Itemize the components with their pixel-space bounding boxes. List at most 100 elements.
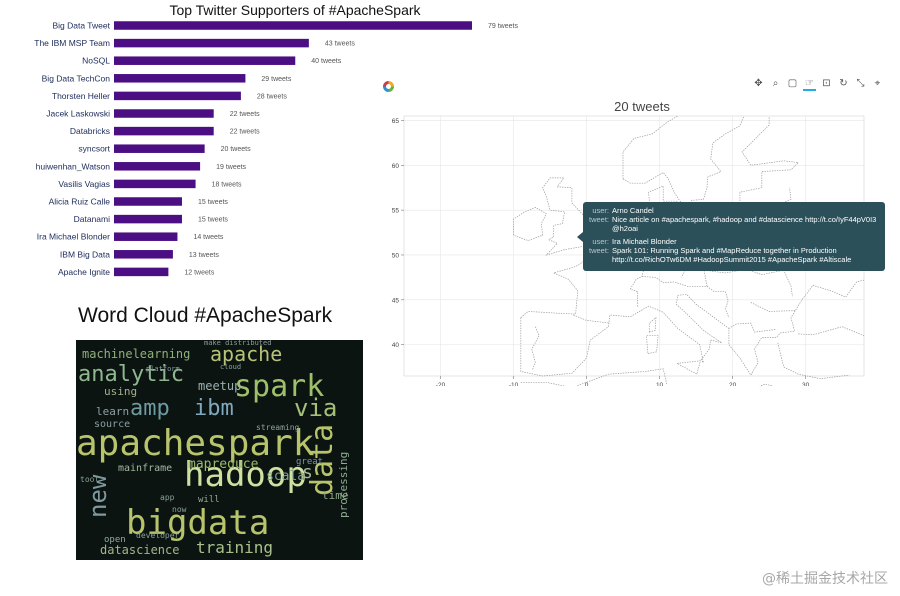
value-label: 79 tweets (488, 23, 518, 30)
coastline (777, 342, 850, 380)
value-label: 22 tweets (230, 111, 260, 118)
value-label: 22 tweets (230, 129, 260, 136)
coastline (520, 368, 668, 386)
value-label: 18 tweets (212, 181, 242, 188)
category-label: Alicia Ruiz Calle (49, 197, 111, 207)
x-tick-label: -10 (509, 382, 519, 386)
bar (114, 21, 472, 30)
category-label: Ira Michael Blonder (37, 232, 110, 242)
x-tick-label: 20 (729, 382, 737, 386)
value-label: 15 tweets (198, 217, 228, 224)
wordcloud-word: datascience (100, 543, 180, 557)
tooltip-tweet-key: tweet: (589, 215, 610, 224)
category-label: The IBM MSP Team (34, 38, 110, 48)
wordcloud-word: learn (96, 405, 130, 418)
country-border (641, 247, 763, 287)
tooltip-tweet: Nice article on #apachespark, #hadoop an… (612, 215, 877, 233)
wordcloud-word: scala (266, 469, 306, 484)
save-icon[interactable]: ⊡ (822, 78, 831, 89)
tap-icon[interactable]: ☞ (803, 77, 816, 91)
wordcloud-word: now (172, 505, 187, 514)
wordcloud-title: Word Cloud #ApacheSpark (78, 304, 333, 327)
category-label: Datanami (74, 214, 110, 224)
tooltip-user-key: user: (592, 206, 609, 215)
category-label: Big Data Tweet (53, 21, 111, 31)
bar (114, 109, 214, 118)
wordcloud-word: hadoop (184, 455, 307, 495)
value-label: 43 tweets (325, 41, 355, 48)
category-label: IBM Big Data (60, 249, 110, 259)
value-label: 14 tweets (193, 234, 223, 241)
country-border (728, 322, 777, 333)
tooltip-tweet-key: tweet: (589, 246, 610, 255)
wordcloud-word: time (322, 489, 349, 502)
map-title: 20 tweets (614, 99, 670, 114)
box-zoom-icon[interactable]: ▢ (787, 78, 798, 89)
y-tick-label: 55 (392, 208, 400, 215)
category-label: Big Data TechCon (42, 73, 111, 83)
tooltip-tweet: Spark 101: Running Spark and #MapReduce … (612, 246, 852, 264)
category-label: Vasilis Vagias (58, 179, 110, 189)
zoom-icon[interactable]: ⌕ (772, 78, 779, 89)
value-label: 15 tweets (198, 199, 228, 206)
y-tick-label: 65 (392, 118, 400, 125)
wordcloud-word: great (296, 457, 324, 467)
wordcloud-word: s (302, 462, 313, 483)
wordcloud-word: mapreduce (188, 457, 259, 472)
x-tick-label: -20 (436, 382, 446, 386)
x-tick-label: 30 (802, 382, 810, 386)
wordcloud-word: streaming (256, 423, 300, 432)
reset-icon[interactable]: ↻ (839, 78, 848, 89)
y-tick-label: 45 (392, 297, 400, 304)
wordcloud-word: cloud (220, 363, 242, 371)
tooltip-user: Arno Candel (612, 206, 654, 215)
category-label: syncsort (78, 144, 110, 154)
wordcloud-word: processing (337, 451, 350, 518)
wordcloud-word: platform (146, 365, 180, 373)
y-tick-label: 60 (392, 163, 400, 170)
wordcloud-word: via (294, 394, 338, 422)
country-border (706, 286, 730, 318)
hover-icon[interactable]: ⌖ (874, 78, 881, 89)
coastline (520, 116, 800, 318)
bar (114, 162, 201, 171)
wordcloud-word: ibm (194, 396, 234, 421)
watermark: @稀土掘金技术社区 (762, 571, 888, 587)
wordcloud-word: analytic (78, 362, 184, 387)
coastline (646, 335, 659, 355)
bokeh-logo-icon (383, 81, 394, 92)
bar (114, 197, 182, 206)
value-label: 28 tweets (257, 93, 287, 100)
tooltip-user-key: user: (592, 237, 609, 246)
value-label: 20 tweets (221, 146, 251, 153)
wordcloud-word: mainframe (118, 463, 173, 474)
x-tick-label: 10 (656, 382, 664, 386)
coastline (622, 115, 678, 179)
wordcloud-word: spark (234, 369, 325, 404)
bar (114, 267, 169, 277)
hover-tooltip: user: Arno Candel tweet: Nice article on… (577, 202, 885, 271)
category-label: Jacek Laskowski (46, 109, 110, 119)
country-border (750, 302, 796, 312)
wordcloud-word: apache (210, 342, 283, 366)
wordcloud-word: source (94, 419, 131, 430)
wordcloud-word: tool (80, 475, 100, 484)
category-label: NoSQL (82, 56, 110, 66)
category-label: Apache Ignite (58, 267, 110, 277)
value-label: 13 tweets (189, 252, 219, 259)
category-label: Thorsten Heller (52, 91, 110, 101)
bar (114, 144, 205, 153)
wordcloud-word: training (196, 538, 274, 557)
pan-icon[interactable]: ✥ (754, 78, 763, 89)
coastline (675, 360, 701, 375)
resize-icon[interactable]: ⤡ (856, 78, 865, 89)
category-label: huiwenhan_Watson (36, 161, 111, 171)
bar (114, 74, 246, 83)
bar (114, 250, 173, 259)
coastline (622, 116, 744, 208)
bar (114, 214, 182, 224)
wordcloud-word: developer (136, 531, 180, 540)
value-label: 19 tweets (216, 164, 246, 171)
x-tick-label: 0 (585, 382, 589, 386)
y-tick-label: 50 (392, 252, 400, 259)
